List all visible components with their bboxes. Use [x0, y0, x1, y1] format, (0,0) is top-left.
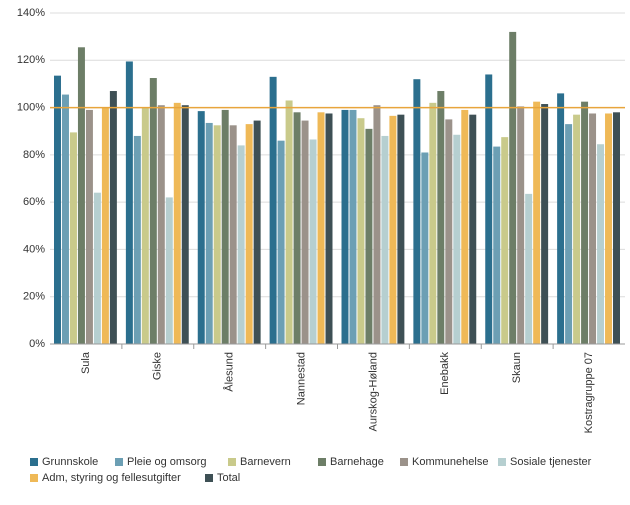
bar	[253, 120, 261, 344]
bar	[349, 109, 357, 344]
x-tick-label: Giske	[152, 352, 164, 380]
bar	[533, 101, 541, 345]
bar	[541, 104, 549, 345]
bar	[285, 100, 293, 344]
legend-label: Grunnskole	[42, 456, 98, 468]
bar	[373, 105, 381, 344]
y-tick-label: 120%	[17, 54, 45, 66]
bar	[277, 140, 285, 344]
bar	[597, 144, 605, 344]
x-tick-label: Enebakk	[439, 352, 451, 395]
legend-swatch	[115, 458, 123, 466]
legend-swatch	[30, 474, 38, 482]
bar	[317, 112, 325, 344]
bar	[181, 105, 189, 344]
bar	[509, 31, 517, 345]
bar	[293, 112, 301, 344]
bar	[565, 124, 573, 344]
bar	[605, 113, 613, 344]
bar	[573, 114, 581, 345]
legend-label: Barnevern	[240, 456, 291, 468]
x-tick-label: Aurskog-Høland	[367, 352, 379, 431]
bar	[245, 124, 253, 344]
bar	[205, 122, 213, 344]
bar	[309, 139, 317, 344]
bar	[397, 114, 405, 345]
bar	[77, 47, 85, 345]
bar	[461, 109, 469, 344]
bar	[413, 79, 421, 344]
bar	[381, 135, 389, 344]
bar	[301, 120, 309, 344]
bar	[69, 132, 77, 344]
legend-label: Total	[217, 472, 240, 484]
bar	[429, 102, 437, 344]
bar	[93, 192, 101, 344]
bar	[125, 61, 133, 344]
bar	[485, 74, 493, 344]
bar	[61, 94, 69, 344]
legend-swatch	[205, 474, 213, 482]
bar	[157, 105, 165, 344]
bar	[197, 111, 205, 344]
bar	[237, 145, 245, 344]
legend-swatch	[400, 458, 408, 466]
legend-label: Barnehage	[330, 456, 384, 468]
bar	[445, 119, 453, 345]
x-tick-label: Kostragruppe 07	[583, 352, 595, 433]
bar	[501, 137, 509, 344]
y-tick-label: 140%	[17, 7, 45, 19]
bar	[54, 75, 61, 345]
bar	[525, 193, 533, 344]
bar	[229, 125, 237, 344]
bar	[517, 106, 525, 344]
y-tick-label: 60%	[23, 196, 45, 208]
bar	[341, 109, 349, 344]
bar	[133, 135, 141, 344]
bar	[557, 93, 565, 344]
bar	[149, 78, 157, 345]
bar	[85, 109, 93, 344]
bar	[109, 91, 117, 345]
bar	[357, 118, 365, 344]
x-tick-label: Sula	[80, 351, 92, 374]
legend-swatch	[30, 458, 38, 466]
bar	[141, 107, 149, 344]
x-tick-label: Nannestad	[295, 352, 307, 405]
bar	[493, 146, 501, 344]
bar	[365, 128, 373, 344]
bar	[165, 197, 173, 344]
x-tick-label: Ålesund	[223, 352, 236, 392]
y-tick-label: 100%	[17, 101, 45, 113]
y-tick-label: 40%	[23, 243, 45, 255]
bar	[437, 91, 445, 345]
bar	[421, 152, 429, 344]
bar	[173, 102, 181, 344]
bar	[581, 101, 589, 345]
legend-label: Adm, styring og fellesutgifter	[42, 472, 181, 484]
y-tick-label: 80%	[23, 149, 45, 161]
legend-label: Kommunehelse	[412, 456, 488, 468]
bar	[325, 113, 333, 344]
y-tick-label: 20%	[23, 291, 45, 303]
legend-label: Sosiale tjenester	[510, 456, 592, 468]
y-tick-label: 0%	[29, 338, 45, 350]
bar	[101, 107, 109, 344]
bar	[613, 112, 620, 344]
x-tick-label: Skaun	[511, 352, 523, 383]
legend-swatch	[228, 458, 236, 466]
legend-swatch	[318, 458, 326, 466]
bar	[453, 134, 461, 344]
bar	[389, 115, 397, 344]
bar	[589, 113, 597, 344]
bar	[221, 109, 229, 344]
bar	[469, 114, 477, 345]
legend-swatch	[498, 458, 506, 466]
bar	[269, 76, 277, 344]
legend-label: Pleie og omsorg	[127, 456, 207, 468]
bar	[213, 125, 221, 344]
